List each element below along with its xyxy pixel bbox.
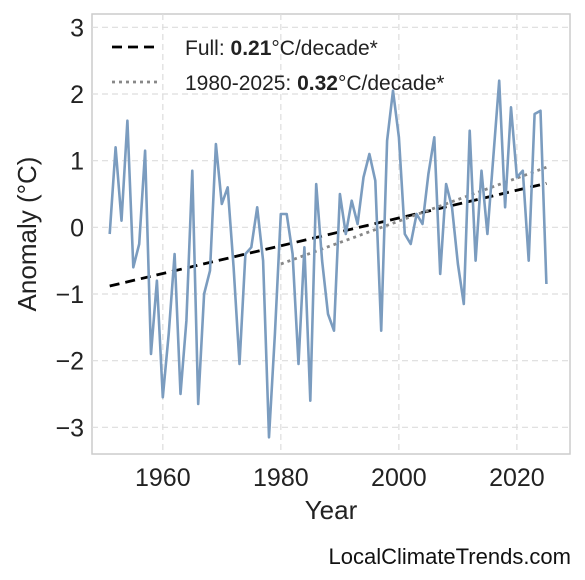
data-series bbox=[108, 79, 548, 439]
watermark: LocalClimateTrends.com bbox=[328, 544, 572, 569]
legend-label-full: Full: 0.21°C/decade* bbox=[185, 37, 378, 60]
tick-labels: 1960 1980 2000 2020 −3 −2 −1 0 1 2 3 bbox=[55, 14, 544, 492]
trendline-recent bbox=[280, 166, 547, 266]
legend-recent-rate: 0.32 bbox=[297, 72, 338, 95]
y-axis-label: Anomaly (°C) bbox=[12, 157, 42, 312]
x-tick-label: 2000 bbox=[371, 464, 427, 492]
y-tick-label: 2 bbox=[70, 81, 84, 109]
y-tick-label: 3 bbox=[70, 14, 84, 42]
y-tick-label: −2 bbox=[55, 348, 84, 376]
legend-label-recent: 1980-2025: 0.32°C/decade* bbox=[185, 72, 444, 95]
y-tick-label: −1 bbox=[55, 281, 84, 309]
y-tick-label: 1 bbox=[70, 148, 84, 176]
legend-recent-prefix: 1980-2025: bbox=[185, 72, 297, 95]
y-tick-label: −3 bbox=[55, 414, 84, 442]
x-tick-label: 1960 bbox=[135, 464, 191, 492]
legend-recent-unit: °C/decade* bbox=[338, 72, 444, 95]
legend-full-rate: 0.21 bbox=[231, 37, 272, 60]
x-tick-label: 2020 bbox=[489, 464, 545, 492]
x-axis-label: Year bbox=[305, 495, 358, 525]
legend: Full: 0.21°C/decade* 1980-2025: 0.32°C/d… bbox=[112, 37, 444, 95]
legend-full-unit: °C/decade* bbox=[271, 37, 377, 60]
x-tick-label: 1980 bbox=[253, 464, 309, 492]
legend-full-prefix: Full: bbox=[185, 37, 231, 60]
anomaly-series-line bbox=[108, 79, 548, 439]
y-tick-label: 0 bbox=[70, 214, 84, 242]
